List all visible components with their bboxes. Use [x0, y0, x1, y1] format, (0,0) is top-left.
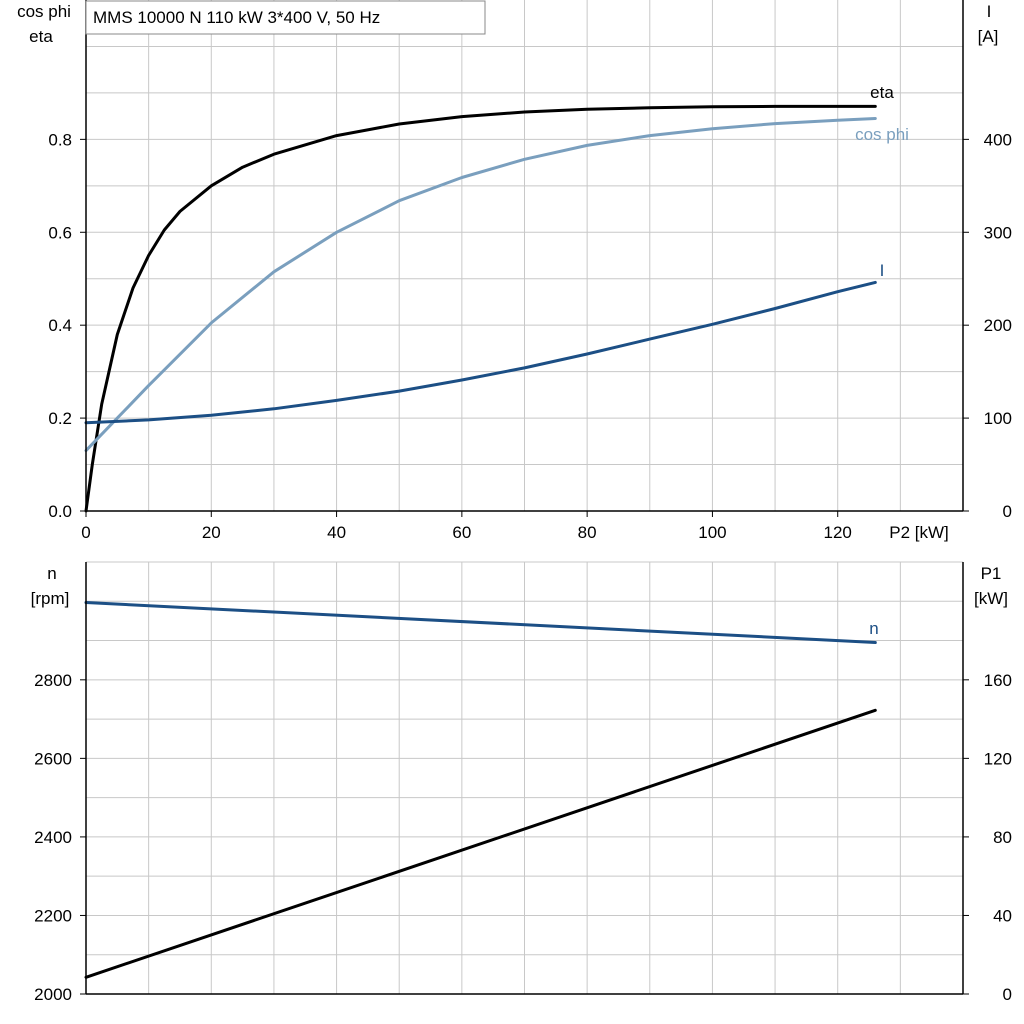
- chart-title: MMS 10000 N 110 kW 3*400 V, 50 Hz: [93, 8, 380, 27]
- x-tick-label: 80: [578, 523, 597, 542]
- x-tick-label: 20: [202, 523, 221, 542]
- curve-eta: [84, 104, 877, 513]
- x-tick-label: 60: [452, 523, 471, 542]
- y-left-tick-label: 0.0: [48, 502, 72, 521]
- x-tick-label: 0: [81, 523, 90, 542]
- curve-p1: [84, 708, 877, 979]
- series-label-cosphi: cos phi: [855, 125, 909, 144]
- series-label-speed: n: [869, 619, 878, 638]
- top-chart-frame: [85, 0, 964, 512]
- y-left-tick-label: 2400: [34, 828, 72, 847]
- curve-cos-phi: [84, 117, 877, 453]
- series-label-eta: eta: [870, 83, 894, 102]
- right-axis-label-p1-unit: [kW]: [974, 589, 1008, 608]
- left-axis-label-eta: eta: [29, 27, 53, 46]
- bottom-chart-grid: [86, 561, 963, 994]
- curve-speed: [84, 601, 877, 644]
- top-chart-tick-labels: 0 20 40 60 80 100 120 0.0 0.2 0.4 0.6 0.8 0 100 200 300…: [48, 130, 1012, 542]
- title-box: [85, 0, 486, 35]
- y-left-tick-label: 2600: [34, 749, 72, 768]
- left-axis-label-cosphi: cos phi: [17, 2, 71, 21]
- x-tick-label: 40: [327, 523, 346, 542]
- top-chart-grid: [86, 0, 963, 511]
- y-right-tick-label: 80: [993, 828, 1012, 847]
- y-left-tick-label: 2000: [34, 985, 72, 1004]
- bottom-chart-tick-labels: 2000 2200 2400 2600 2800 0 40 80 120 160: [34, 671, 1012, 1004]
- x-axis-label: P2 [kW]: [889, 523, 949, 542]
- y-right-tick-label: 400: [984, 130, 1012, 149]
- bottom-chart-frame: [85, 562, 964, 995]
- y-left-tick-label: 0.4: [48, 316, 72, 335]
- x-tick-label: 100: [698, 523, 726, 542]
- y-left-tick-label: 0.2: [48, 409, 72, 428]
- y-left-tick-label: 0.8: [48, 130, 72, 149]
- y-right-tick-label: 0: [1003, 985, 1012, 1004]
- right-axis-label-p1: P1: [981, 564, 1002, 583]
- curve-current: [84, 280, 877, 425]
- right-axis-label-current-unit: [A]: [978, 27, 999, 46]
- top-chart-curves: [84, 104, 877, 513]
- x-tick-label: 120: [824, 523, 852, 542]
- y-right-tick-label: 200: [984, 316, 1012, 335]
- bottom-chart-curves: [84, 601, 877, 979]
- y-right-tick-label: 120: [984, 749, 1012, 768]
- y-right-tick-label: 0: [1003, 502, 1012, 521]
- series-label-current: I: [880, 261, 885, 280]
- y-right-tick-label: 100: [984, 409, 1012, 428]
- y-right-tick-label: 300: [984, 223, 1012, 242]
- y-left-tick-label: 2800: [34, 671, 72, 690]
- y-left-tick-label: 2200: [34, 906, 72, 925]
- left-axis-label-speed-unit: [rpm]: [31, 589, 70, 608]
- y-left-tick-label: 0.6: [48, 223, 72, 242]
- left-axis-label-speed: n: [47, 564, 56, 583]
- y-right-tick-label: 160: [984, 671, 1012, 690]
- right-axis-label-current: I: [987, 2, 992, 21]
- y-right-tick-label: 40: [993, 906, 1012, 925]
